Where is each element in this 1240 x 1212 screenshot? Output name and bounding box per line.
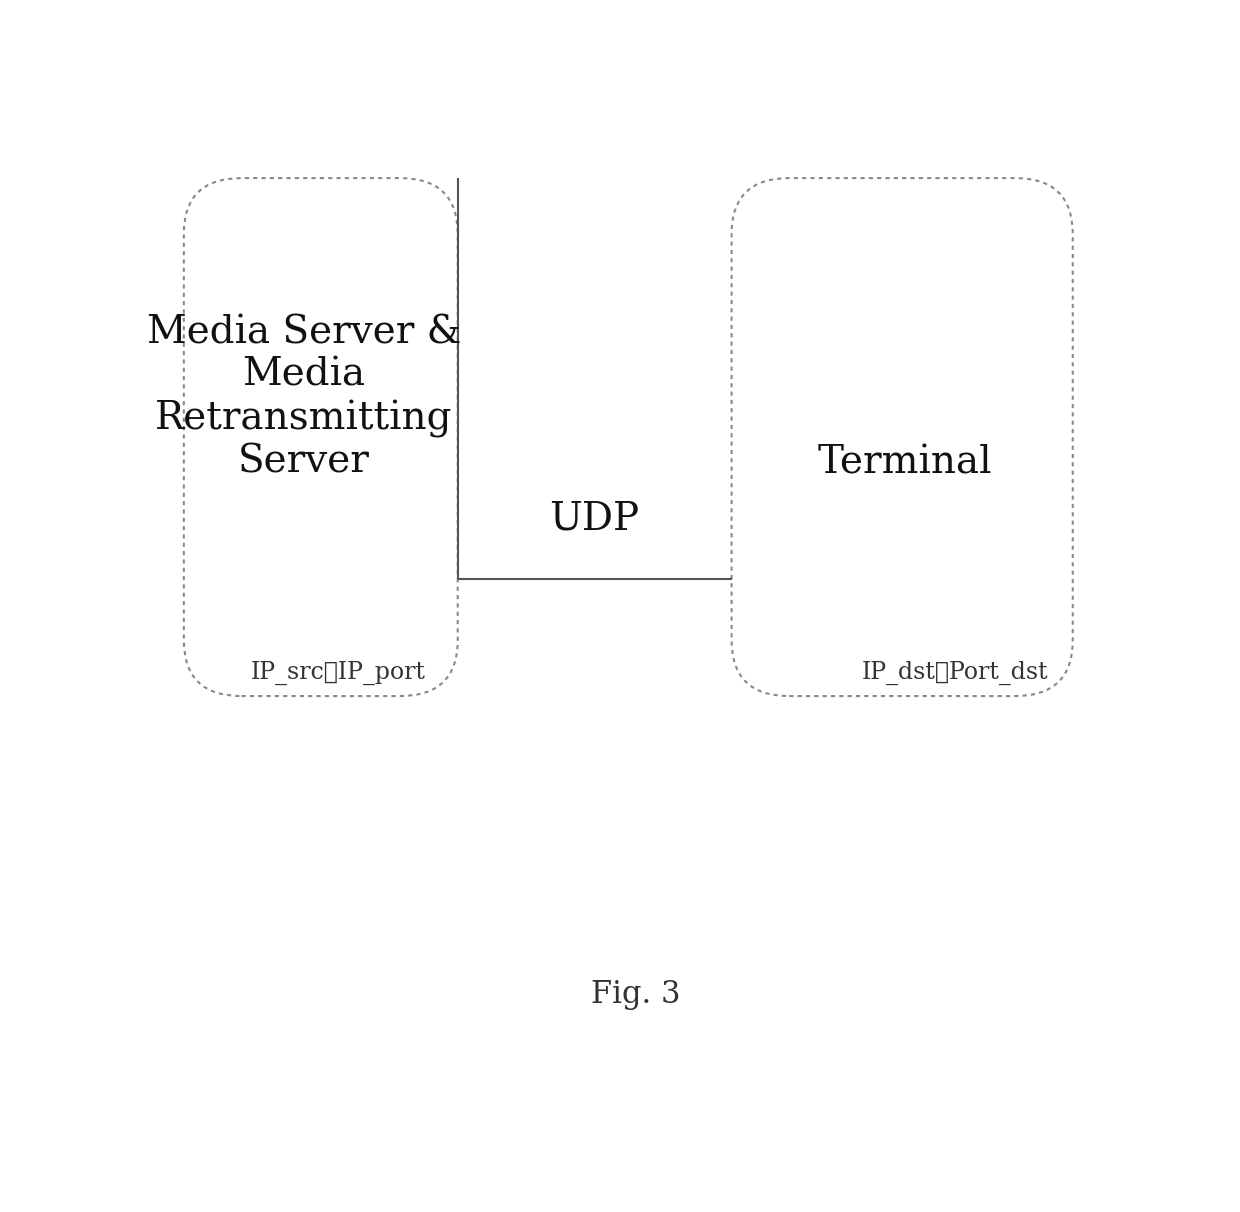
Text: Media Server &
Media
Retransmitting
Server: Media Server & Media Retransmitting Serv… [146,314,461,481]
Text: Terminal: Terminal [817,445,992,481]
FancyBboxPatch shape [184,178,458,696]
FancyBboxPatch shape [732,178,1073,696]
Text: Fig. 3: Fig. 3 [590,979,681,1010]
Text: IP_src、IP_port: IP_src、IP_port [250,661,427,685]
Text: UDP: UDP [549,501,640,537]
Text: IP_dst、Port_dst: IP_dst、Port_dst [862,661,1048,685]
